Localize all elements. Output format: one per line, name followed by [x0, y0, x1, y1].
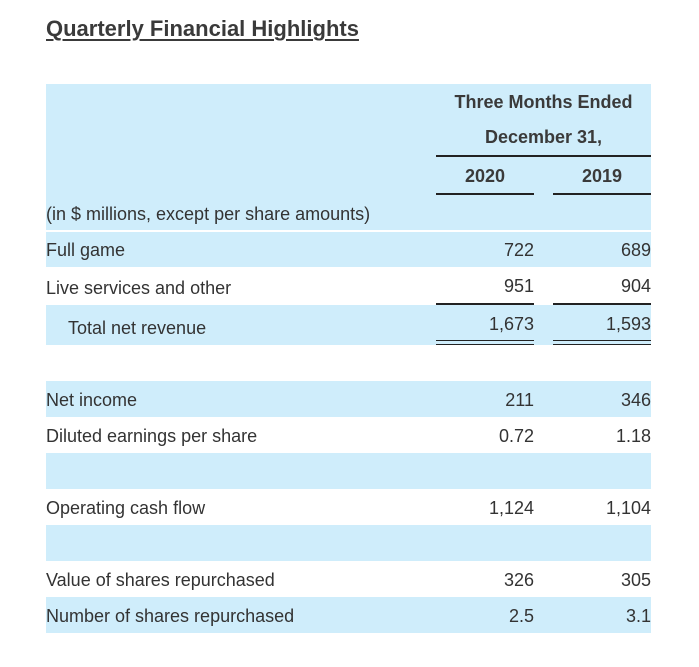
value-live-services-2019: 904: [620, 276, 651, 296]
value-full-game-2020: 722: [503, 240, 534, 260]
row-band: [46, 305, 651, 345]
row-band: [46, 453, 651, 489]
column-header-rule-2020: [436, 193, 534, 195]
row-label-total-net-revenue: Total net revenue: [68, 318, 207, 338]
total-double-rule-2019: [553, 340, 651, 345]
row-label-full-game: Full game: [46, 240, 126, 260]
value-shares-repurchased-2020: 326: [503, 570, 534, 590]
value-net-income-2019: 346: [620, 390, 651, 410]
value-shares-repurchased-2019: 305: [620, 570, 651, 590]
total-double-rule-2020: [436, 340, 534, 345]
header-band: [46, 84, 651, 230]
period-header-line2: December 31,: [484, 127, 603, 147]
subtotal-rule-2020: [436, 303, 534, 305]
value-total-net-revenue-2020: 1,673: [488, 314, 534, 334]
value-diluted-eps-2020: 0.72: [498, 426, 534, 446]
row-label-number-shares-repurchased: Number of shares repurchased: [46, 606, 295, 626]
value-total-net-revenue-2019: 1,593: [605, 314, 651, 334]
page-title: Quarterly Financial Highlights: [46, 16, 359, 41]
row-label-diluted-eps: Diluted earnings per share: [46, 426, 258, 446]
period-header-rule: [436, 155, 651, 157]
row-label-live-services: Live services and other: [46, 278, 232, 298]
value-net-income-2020: 211: [505, 390, 534, 410]
row-label-net-income: Net income: [46, 390, 138, 410]
row-band: [46, 597, 651, 633]
column-header-2020: 2020: [464, 166, 506, 186]
value-full-game-2019: 689: [620, 240, 651, 260]
units-note: (in $ millions, except per share amounts…: [46, 204, 371, 224]
row-band: [46, 381, 651, 417]
value-number-shares-repurchased-2020: 2.5: [508, 606, 534, 626]
period-header-line1: Three Months Ended: [454, 92, 633, 112]
row-band: [46, 232, 651, 267]
value-live-services-2020: 951: [503, 276, 534, 296]
column-header-2019: 2019: [581, 166, 623, 186]
column-header-rule-2019: [553, 193, 651, 195]
row-band: [46, 525, 651, 561]
row-label-operating-cash-flow: Operating cash flow: [46, 498, 206, 518]
value-operating-cash-flow-2019: 1,104: [605, 498, 651, 518]
subtotal-rule-2019: [553, 303, 651, 305]
value-diluted-eps-2019: 1.18: [615, 426, 651, 446]
row-label-value-shares-repurchased: Value of shares repurchased: [46, 570, 275, 590]
value-operating-cash-flow-2020: 1,124: [488, 498, 534, 518]
value-number-shares-repurchased-2019: 3.1: [625, 606, 651, 626]
